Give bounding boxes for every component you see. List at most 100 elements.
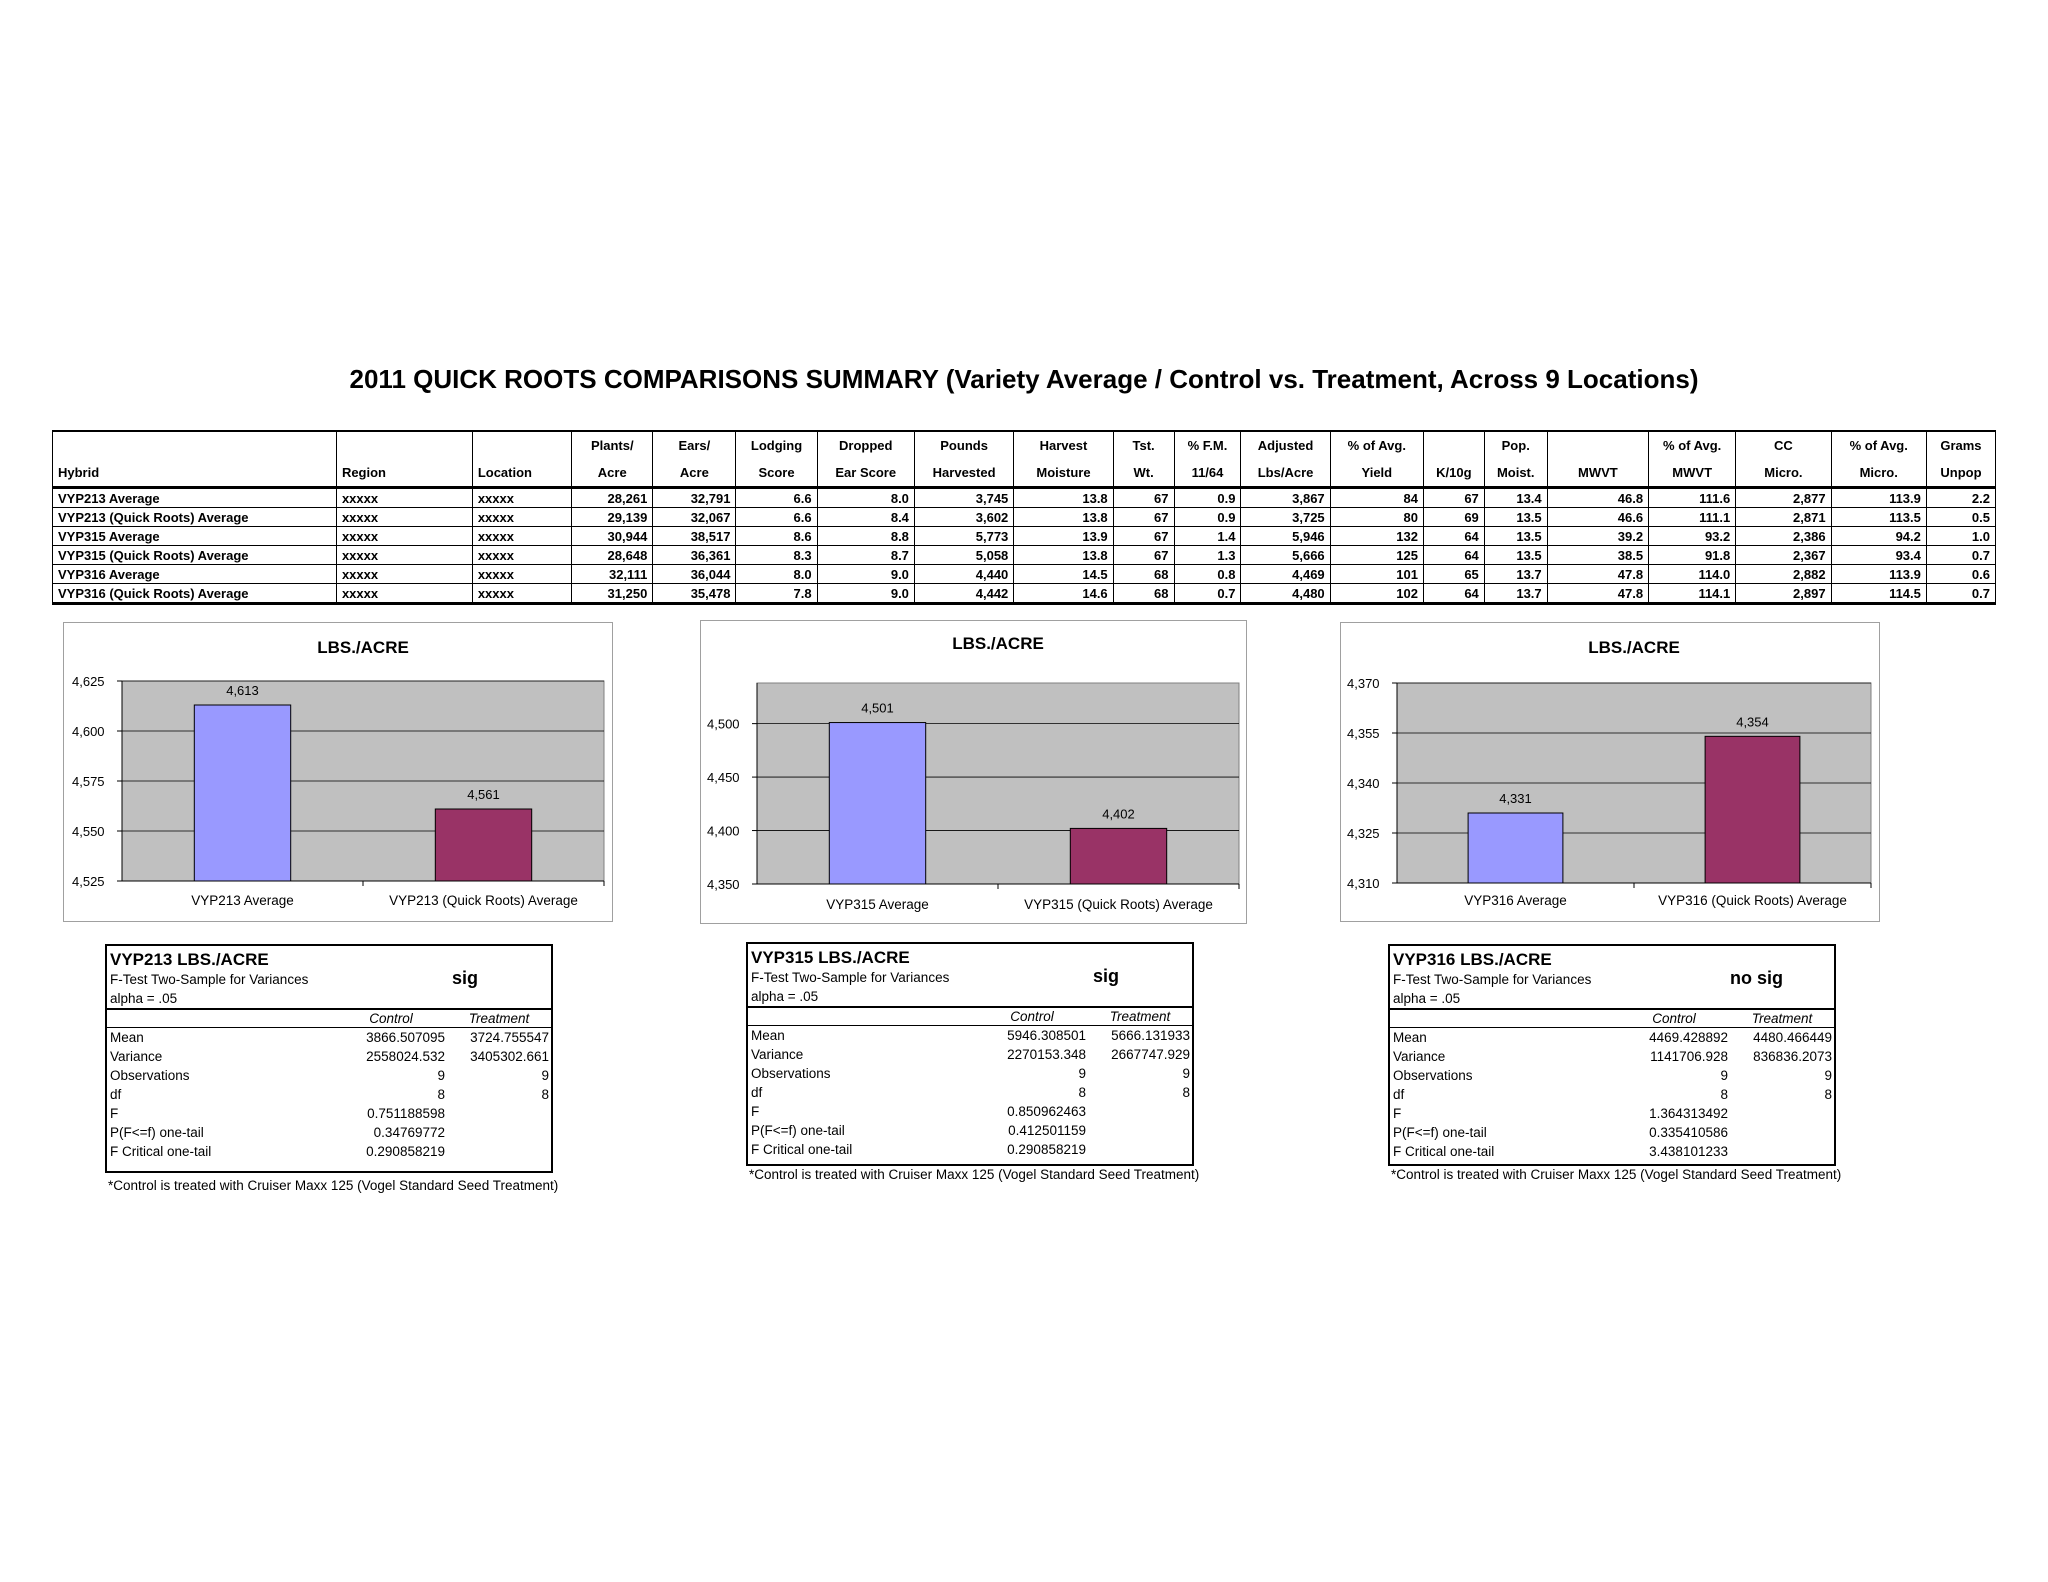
y-tick-label: 4,525 — [72, 874, 105, 889]
table-cell: 0.8 — [1173, 564, 1242, 584]
ftest-control-value: 9 — [1720, 1068, 1728, 1083]
bar-value-label: 4,354 — [1736, 714, 1769, 729]
table-cell: 125 — [1329, 545, 1424, 565]
ftest-header-control: Control — [335, 1010, 447, 1028]
table-cell: 13.5 — [1483, 507, 1548, 527]
column-header-top — [52, 430, 337, 459]
ftest-alpha: alpha = .05 — [748, 988, 1192, 1008]
ftest-title: VYP213 LBS./ACRE — [110, 950, 269, 969]
ftest-row-label: Mean — [751, 1028, 785, 1043]
ftest-control-value: 9 — [1078, 1066, 1086, 1081]
ftest-row-label: Mean — [110, 1030, 144, 1045]
table-cell: 38,517 — [652, 526, 737, 546]
table-cell: 0.7 — [1925, 583, 1997, 605]
significance-label: no sig — [1730, 968, 1783, 988]
table-cell: 47.8 — [1546, 583, 1650, 605]
ftest-row-label: F Critical one-tail — [1393, 1144, 1495, 1159]
ftest-treatment-value: 8 — [541, 1087, 549, 1102]
y-tick-label: 4,310 — [1347, 876, 1380, 891]
ftest-table: Control Treatment Mean 5946.308501 5666.1319… — [748, 1008, 1192, 1159]
table-cell: 4,440 — [913, 564, 1015, 584]
ftest-treatment-value: 4480.466449 — [1753, 1030, 1832, 1045]
ftest-subtitle: F-Test Two-Sample for Variances no sig — [1390, 968, 1834, 990]
table-cell: 101 — [1329, 564, 1424, 584]
ftest-control-value: 8 — [1720, 1087, 1728, 1102]
column-header: Score — [735, 459, 818, 489]
table-cell: 13.7 — [1483, 583, 1548, 605]
table-cell: 13.9 — [1013, 526, 1114, 546]
y-tick-label: 4,350 — [707, 877, 740, 892]
table-cell: xxxxx — [335, 526, 473, 546]
ftest-control-value: 0.290858219 — [366, 1144, 445, 1159]
ftest-treatment-value — [1730, 1123, 1834, 1142]
ftest-treatment-value: 9 — [1824, 1068, 1832, 1083]
y-tick-label: 4,400 — [707, 824, 740, 839]
column-header: Hybrid — [52, 459, 337, 489]
significance-label: sig — [452, 968, 479, 988]
y-tick-label: 4,450 — [707, 770, 740, 785]
table-cell: xxxxx — [471, 545, 573, 565]
y-tick-label: 4,340 — [1347, 776, 1380, 791]
table-cell: 13.5 — [1483, 526, 1548, 546]
y-tick-label: 4,355 — [1347, 726, 1380, 741]
column-header: Wt. — [1112, 459, 1175, 489]
table-row: VYP213 (Quick Roots) Average xxxxx xxxxx 29… — [52, 507, 1997, 527]
table-cell: 80 — [1329, 507, 1424, 527]
table-cell: 9.0 — [816, 583, 915, 605]
table-cell: 32,067 — [652, 507, 737, 527]
ftest-box-vyp213: VYP213 LBS./ACRE F-Test Two-Sample for V… — [105, 944, 553, 1173]
ftest-control-value: 2270153.348 — [1007, 1047, 1086, 1062]
table-cell: 36,044 — [652, 564, 737, 584]
column-header: Location — [471, 459, 573, 489]
footnote-vyp213: *Control is treated with Cruiser Maxx 12… — [108, 1178, 559, 1193]
table-cell: 113.9 — [1830, 487, 1927, 508]
column-header: Moisture — [1013, 459, 1114, 489]
ftest-box-vyp315: VYP315 LBS./ACRE F-Test Two-Sample for V… — [746, 942, 1194, 1166]
column-header-top: % F.M. — [1173, 430, 1242, 459]
ftest-alpha: alpha = .05 — [1390, 990, 1834, 1010]
ftest-treatment-value: 8 — [1182, 1085, 1190, 1100]
column-header: Micro. — [1735, 459, 1832, 489]
category-label: VYP316 (Quick Roots) Average — [1658, 893, 1847, 908]
table-cell: 2.2 — [1925, 487, 1997, 508]
table-cell: 93.2 — [1648, 526, 1737, 546]
table-cell: 38.5 — [1546, 545, 1650, 565]
table-cell: 114.1 — [1648, 583, 1737, 605]
category-label: VYP315 Average — [826, 897, 929, 912]
ftest-control-value: 0.335410586 — [1649, 1125, 1728, 1140]
table-cell: 64 — [1422, 526, 1485, 546]
table-cell: 84 — [1329, 487, 1424, 508]
table-cell: xxxxx — [471, 564, 573, 584]
table-cell: 2,882 — [1735, 564, 1832, 584]
ftest-control-value: 4469.428892 — [1649, 1030, 1728, 1045]
table-cell: 3,602 — [913, 507, 1015, 527]
column-header-top: CC — [1735, 430, 1832, 459]
ftest-control-value: 1.364313492 — [1649, 1106, 1728, 1121]
ftest-row-label: Mean — [1393, 1030, 1427, 1045]
ftest-row-label: F Critical one-tail — [751, 1142, 853, 1157]
y-tick-label: 4,575 — [72, 774, 105, 789]
table-cell: 111.1 — [1648, 507, 1737, 527]
table-cell: 65 — [1422, 564, 1485, 584]
table-cell: 36,361 — [652, 545, 737, 565]
bar-value-label: 4,561 — [467, 787, 500, 802]
ftest-row-label: F Critical one-tail — [110, 1144, 212, 1159]
ftest-treatment-value — [447, 1104, 551, 1123]
table-cell: 8.0 — [735, 564, 818, 584]
column-header-top: Ears/ — [652, 430, 737, 459]
table-cell: xxxxx — [471, 526, 573, 546]
table-cell: 68 — [1112, 564, 1175, 584]
table-cell: xxxxx — [335, 545, 473, 565]
table-cell: 111.6 — [1648, 487, 1737, 508]
ftest-control-value: 3866.507095 — [366, 1030, 445, 1045]
table-cell: 64 — [1422, 583, 1485, 605]
table-cell: 8.4 — [816, 507, 915, 527]
hybrid-cell: VYP213 Average — [52, 487, 337, 508]
table-cell: 30,944 — [571, 526, 654, 546]
ftest-row-label: df — [751, 1085, 763, 1100]
ftest-treatment-value — [447, 1123, 551, 1142]
ftest-treatment-value — [1088, 1121, 1192, 1140]
ftest-header-treatment: Treatment — [447, 1010, 551, 1028]
table-cell: 1.0 — [1925, 526, 1997, 546]
table-cell: 8.3 — [735, 545, 818, 565]
